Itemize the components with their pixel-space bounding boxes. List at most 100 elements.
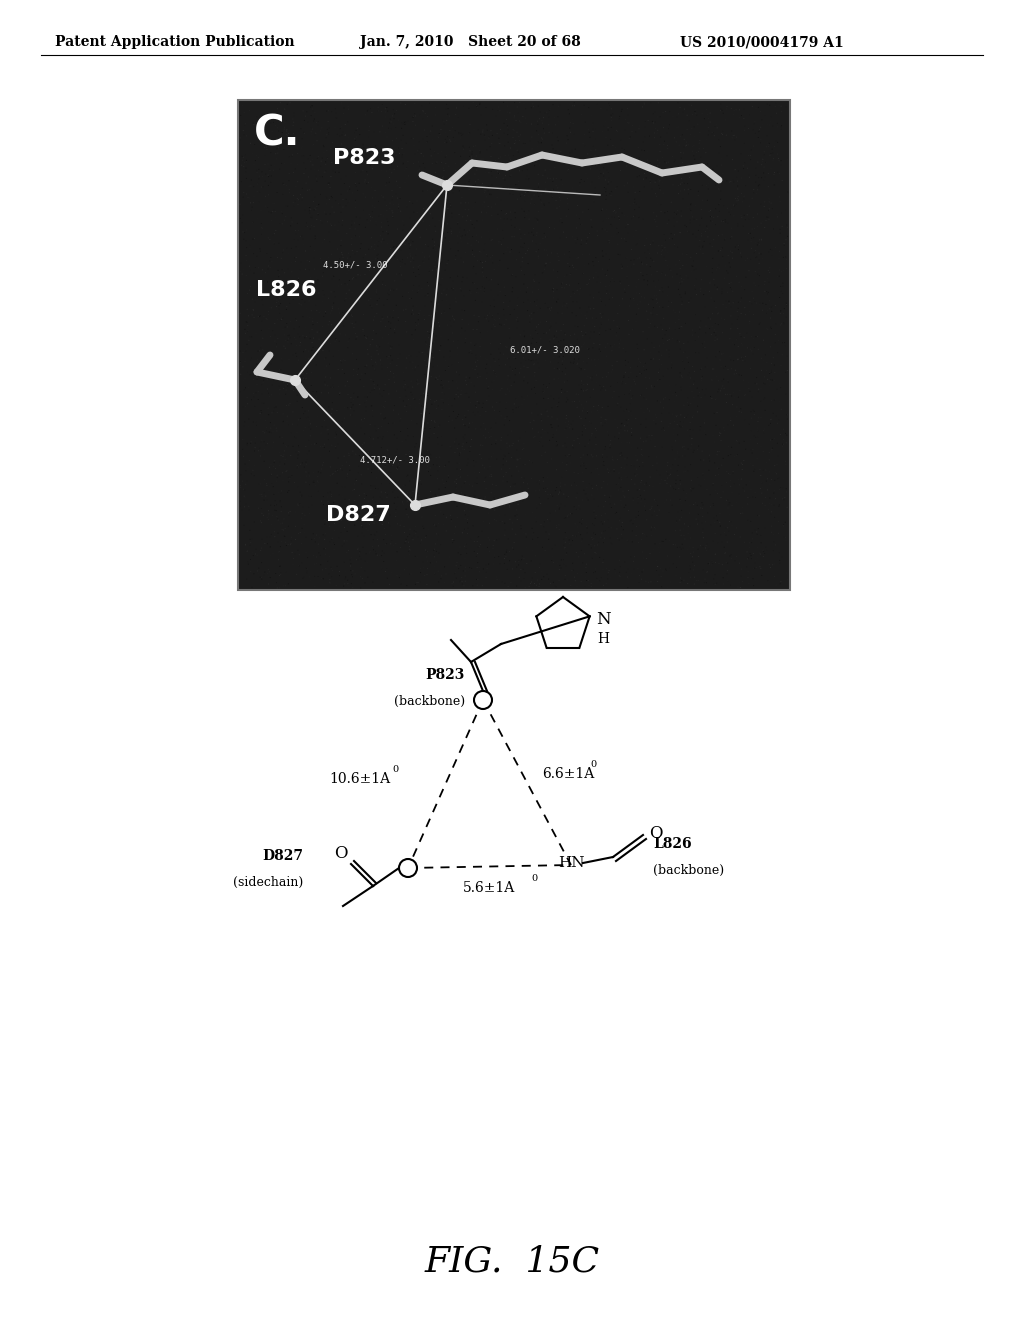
Point bbox=[736, 430, 753, 451]
Point bbox=[436, 160, 453, 181]
Point bbox=[596, 157, 612, 178]
Point bbox=[644, 425, 660, 446]
Point bbox=[374, 275, 390, 296]
Point bbox=[354, 516, 371, 537]
Point bbox=[438, 189, 455, 210]
Point bbox=[350, 549, 367, 570]
Point bbox=[282, 467, 298, 488]
Point bbox=[497, 355, 513, 376]
Point bbox=[768, 516, 784, 537]
Point bbox=[382, 318, 398, 339]
Point bbox=[433, 565, 450, 586]
Point bbox=[314, 166, 331, 187]
Point bbox=[270, 368, 287, 389]
Point bbox=[430, 561, 446, 582]
Point bbox=[262, 568, 279, 589]
Point bbox=[548, 577, 564, 598]
Point bbox=[390, 137, 407, 158]
Point bbox=[434, 470, 451, 491]
Point bbox=[391, 143, 408, 164]
Point bbox=[504, 434, 520, 455]
Point bbox=[342, 313, 358, 334]
Point bbox=[502, 496, 518, 517]
Point bbox=[742, 228, 759, 249]
Point bbox=[350, 284, 367, 305]
Point bbox=[358, 355, 375, 376]
Point bbox=[454, 380, 470, 401]
Point bbox=[357, 387, 374, 408]
Point bbox=[677, 240, 693, 261]
Point bbox=[247, 292, 263, 313]
Point bbox=[335, 197, 351, 218]
Point bbox=[562, 381, 579, 403]
Point bbox=[500, 124, 516, 145]
Point bbox=[593, 199, 609, 220]
Point bbox=[382, 313, 398, 334]
Point bbox=[668, 255, 684, 276]
Point bbox=[775, 313, 792, 334]
Point bbox=[346, 128, 362, 149]
Point bbox=[733, 288, 750, 309]
Point bbox=[386, 114, 402, 135]
Point bbox=[417, 103, 433, 124]
Point bbox=[733, 205, 750, 226]
Point bbox=[456, 473, 472, 494]
Point bbox=[540, 182, 556, 203]
Point bbox=[685, 573, 701, 594]
Point bbox=[511, 131, 527, 152]
Point bbox=[498, 242, 514, 263]
Point bbox=[762, 257, 778, 279]
Point bbox=[523, 98, 540, 119]
Point bbox=[709, 156, 725, 177]
Point bbox=[546, 281, 562, 302]
Point bbox=[315, 251, 332, 272]
Point bbox=[251, 271, 267, 292]
Point bbox=[272, 513, 289, 535]
Point bbox=[748, 141, 764, 162]
Point bbox=[673, 539, 689, 560]
Point bbox=[267, 220, 284, 242]
Point bbox=[547, 152, 563, 173]
Point bbox=[404, 529, 421, 550]
Point bbox=[365, 451, 381, 473]
Point bbox=[636, 351, 652, 372]
Point bbox=[559, 160, 575, 181]
Point bbox=[665, 174, 681, 195]
Point bbox=[773, 150, 790, 172]
Point bbox=[587, 150, 603, 172]
Point bbox=[613, 413, 630, 434]
Point bbox=[757, 275, 773, 296]
Point bbox=[571, 358, 588, 379]
Point bbox=[243, 260, 259, 281]
Point bbox=[625, 115, 641, 136]
Point bbox=[698, 185, 715, 206]
Point bbox=[346, 515, 362, 536]
Point bbox=[682, 432, 698, 453]
Point bbox=[488, 187, 505, 209]
Point bbox=[761, 199, 777, 220]
Point bbox=[361, 355, 378, 376]
Point bbox=[236, 182, 252, 203]
Point bbox=[396, 153, 413, 174]
Point bbox=[353, 515, 370, 536]
Point bbox=[521, 576, 538, 597]
Point bbox=[778, 562, 795, 583]
Point bbox=[390, 348, 407, 370]
Point bbox=[492, 504, 508, 525]
Point bbox=[306, 160, 323, 181]
Point bbox=[338, 288, 354, 309]
Point bbox=[681, 292, 697, 313]
Point bbox=[474, 260, 490, 281]
Point bbox=[598, 181, 614, 202]
Point bbox=[295, 228, 311, 249]
Point bbox=[502, 356, 518, 378]
Point bbox=[231, 194, 248, 215]
Point bbox=[681, 346, 697, 367]
Point bbox=[252, 285, 268, 306]
Point bbox=[705, 550, 721, 572]
Point bbox=[373, 102, 389, 123]
Point bbox=[649, 107, 666, 128]
Point bbox=[370, 335, 386, 356]
Point bbox=[309, 466, 326, 487]
Point bbox=[603, 214, 620, 235]
